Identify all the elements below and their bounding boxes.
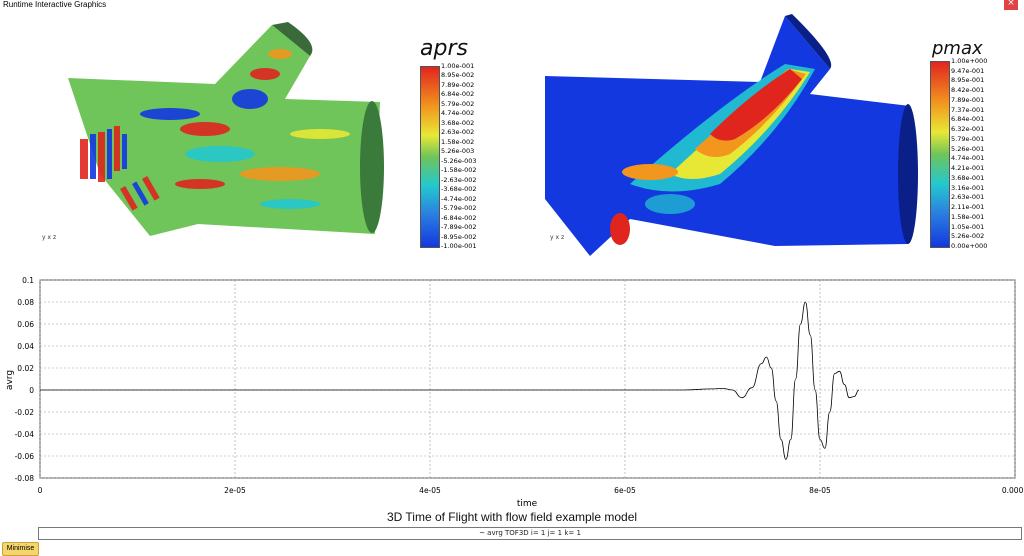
axis-z-label: z xyxy=(52,234,57,241)
y-tick-label: -0.08 xyxy=(15,474,35,483)
x-tick-label: 4e-05 xyxy=(419,486,441,495)
series-line xyxy=(40,301,860,460)
aprs-colorbar-title: aprs xyxy=(420,36,468,61)
plot-legend: ~ avrg TOF3D i= 1 j= 1 k= 1 xyxy=(38,527,1022,540)
pmax-colorbar-label: 5.26e-001 xyxy=(951,144,985,153)
y-axis-label: avrg xyxy=(5,370,15,390)
aprs-colorbar-label: 3.68e-002 xyxy=(441,118,475,127)
pmax-colorbar-label: 1.00e+000 xyxy=(951,57,988,65)
y-tick-label: 0 xyxy=(29,386,34,395)
aprs-3d-view[interactable]: aprs 1.00e-001 8.95e-002 7.89e-002 6.84e-00… xyxy=(20,14,520,264)
aprs-colorbar-label: -4.74e-002 xyxy=(441,194,477,203)
y-tick-label: 0.1 xyxy=(22,276,34,285)
aprs-field-render xyxy=(68,22,384,236)
aprs-colorbar-label: -5.79e-002 xyxy=(441,204,477,213)
aprs-colorbar-label: -7.89e-002 xyxy=(441,223,477,232)
axes-triad-icon: y x z xyxy=(550,234,564,241)
pmax-colorbar-label: 3.68e-001 xyxy=(951,173,985,182)
pmax-colorbar-label: 4.74e-001 xyxy=(951,154,985,163)
pmax-colorbar-label: 8.42e-001 xyxy=(951,86,985,95)
y-tick-label: 0.08 xyxy=(17,298,34,307)
pmax-colorbar-label: 9.47e-001 xyxy=(951,66,985,75)
x-tick-label: 0.0001 xyxy=(1002,486,1024,495)
aprs-colorbar-label: -8.95e-002 xyxy=(441,232,477,241)
aprs-colorbar-label: 2.63e-002 xyxy=(441,128,475,137)
y-tick-label: 0.04 xyxy=(17,342,34,351)
plot-title: 3D Time of Flight with flow field exampl… xyxy=(386,510,638,524)
aprs-colorbar-label: -1.00e-001 xyxy=(441,242,477,250)
aprs-colorbar-label: 1.58e-002 xyxy=(441,137,475,146)
y-tick-label: -0.04 xyxy=(15,430,35,439)
aprs-colorbar-label: 1.00e-001 xyxy=(441,62,475,70)
pmax-colorbar-label: 1.58e-001 xyxy=(951,212,985,221)
axis-z-label: z xyxy=(560,234,565,241)
aprs-colorbar-label: 7.89e-002 xyxy=(441,80,475,89)
pmax-colorbar-label: 2.11e-001 xyxy=(951,203,985,212)
y-tick-label: -0.06 xyxy=(15,452,35,461)
x-tick-label: 0 xyxy=(38,486,43,495)
pmax-colorbar-label: 3.16e-001 xyxy=(951,183,985,192)
pmax-colorbar-label: 0.00e+000 xyxy=(951,242,988,250)
window-title: Runtime Interactive Graphics xyxy=(3,0,107,9)
x-tick-label: 2e-05 xyxy=(224,486,246,495)
x-tick-label: 6e-05 xyxy=(614,486,636,495)
axis-y-label: y xyxy=(42,234,46,241)
title-bar: Runtime Interactive Graphics × xyxy=(0,0,1024,12)
aprs-colorbar xyxy=(420,66,440,248)
y-tick-label: -0.02 xyxy=(15,408,35,417)
pmax-3d-view[interactable]: pmax 1.00e+000 9.47e-001 8.95e-001 8.42e-00… xyxy=(520,14,1020,264)
pmax-colorbar-label: 2.63e-001 xyxy=(951,193,985,202)
pmax-colorbar xyxy=(930,61,950,248)
aprs-colorbar-label: 6.84e-002 xyxy=(441,90,475,99)
pmax-colorbar-label: 6.84e-001 xyxy=(951,115,985,124)
aprs-colorbar-label: -6.84e-002 xyxy=(441,213,477,222)
y-tick-label: 0.02 xyxy=(17,364,34,373)
x-axis-label: time xyxy=(517,499,538,509)
aprs-colorbar-label: -1.58e-002 xyxy=(441,166,477,175)
pmax-colorbar-label: 7.89e-001 xyxy=(951,95,985,104)
aprs-colorbar-label: -5.26e-003 xyxy=(441,156,477,165)
pmax-colorbar-label: 4.21e-001 xyxy=(951,164,985,173)
minimise-button[interactable]: Minimise xyxy=(2,542,39,556)
tick-labels: 0 2e-05 4e-05 6e-05 8e-05 0.0001 0.1 0.08 0.06 0.… xyxy=(15,276,1024,495)
pmax-colorbar-label: 6.32e-001 xyxy=(951,125,985,134)
x-tick-label: 8e-05 xyxy=(809,486,831,495)
pmax-colorbar-label: 5.79e-001 xyxy=(951,134,985,143)
axis-y-label: y xyxy=(550,234,554,241)
time-series-plot[interactable]: 0 2e-05 4e-05 6e-05 8e-05 0.0001 0.1 0.08 0.06 0.… xyxy=(0,270,1024,520)
axis-x-label: x xyxy=(47,234,52,241)
pmax-field-render xyxy=(545,14,918,256)
plot-canvas: 0 2e-05 4e-05 6e-05 8e-05 0.0001 0.1 0.08 0.06 0.… xyxy=(5,276,1024,509)
aprs-colorbar-label: 5.79e-002 xyxy=(441,99,475,108)
pmax-colorbar-label: 1.05e-001 xyxy=(951,222,985,231)
pmax-colorbar-title: pmax xyxy=(932,38,983,59)
grid-lines xyxy=(39,279,1016,479)
axis-x-label: x xyxy=(555,234,560,241)
aprs-colorbar-label: 8.95e-002 xyxy=(441,71,475,80)
pmax-colorbar-label: 8.95e-001 xyxy=(951,76,985,85)
aprs-colorbar-label: -3.68e-002 xyxy=(441,185,477,194)
pmax-colorbar-label: 5.26e-002 xyxy=(951,232,985,241)
close-button[interactable]: × xyxy=(1004,0,1018,10)
pmax-colorbar-label: 7.37e-001 xyxy=(951,105,985,114)
aprs-colorbar-label: -2.63e-002 xyxy=(441,175,477,184)
y-tick-label: 0.06 xyxy=(17,320,34,329)
aprs-colorbar-label: 5.26e-003 xyxy=(441,147,475,156)
axes-triad-icon: y x z xyxy=(42,234,56,241)
aprs-colorbar-label: 4.74e-002 xyxy=(441,109,475,118)
plot-area xyxy=(39,279,1016,479)
